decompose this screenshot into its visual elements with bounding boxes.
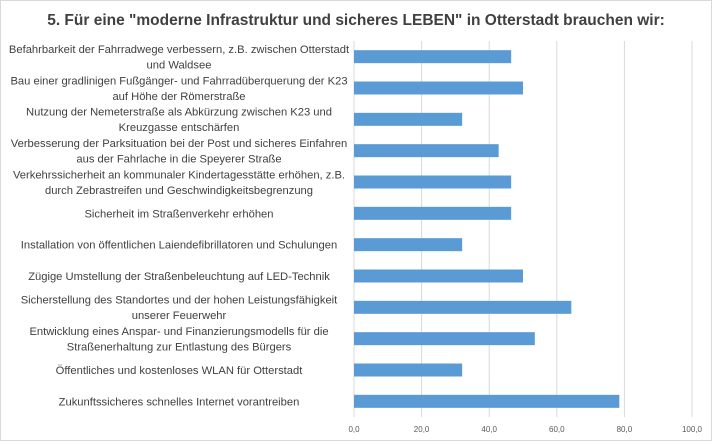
category-label: aus der Fahrlache in die Speyerer Straße <box>76 153 281 165</box>
category-label: Entwicklung eines Anspar- und Finanzieru… <box>29 326 328 338</box>
category-label: Nutzung der Nemeterstraße als Abkürzung … <box>26 107 332 119</box>
bar <box>354 206 512 220</box>
bar <box>354 238 463 252</box>
category-label: Befahrbarkeit der Fahrradwege verbessern… <box>9 44 350 56</box>
category-label: Straßenerhaltung zur Entlastung des Bürg… <box>67 341 292 353</box>
category-label: und Waldsee <box>147 59 212 71</box>
x-tick-label: 20,0 <box>414 425 430 434</box>
x-tick-label: 60,0 <box>549 425 565 434</box>
category-label: Verbesserung der Parksituation bei der P… <box>11 138 347 150</box>
bar <box>354 332 535 346</box>
category-label: auf Höhe der Römerstraße <box>112 91 245 103</box>
x-tick-labels: 0,0 20,0 40,0 60,0 80,0 100,0 <box>348 425 702 434</box>
x-tick-label: 100,0 <box>682 425 703 434</box>
category-label: durch Zebrastreifen und Geschwindigkeits… <box>45 185 313 197</box>
category-label: Sicherstellung des Standortes und der ho… <box>21 295 338 307</box>
category-label: unserer Feuerwehr <box>132 310 227 322</box>
bar <box>354 269 523 283</box>
category-label: Zügige Umstellung der Straßenbeleuchtung… <box>28 271 330 283</box>
bar <box>354 300 572 314</box>
bar <box>354 175 512 189</box>
bar <box>354 112 463 126</box>
category-label: Sicherheit im Straßenverkehr erhöhen <box>84 208 273 220</box>
chart-title: 5. Für eine "moderne Infrastruktur und s… <box>47 12 665 29</box>
bar <box>354 363 463 377</box>
category-label: Kreuzgasse entschärfen <box>119 122 240 134</box>
category-label: Verkehrssicherheit an kommunaler Kindert… <box>13 169 345 181</box>
bar <box>354 81 523 95</box>
category-label: Bau einer gradlinigen Fußgänger- und Fah… <box>10 75 347 87</box>
category-label: Zukunftssicheres schnelles Internet vora… <box>59 396 300 408</box>
bars <box>354 50 620 408</box>
x-tick-label: 80,0 <box>617 425 633 434</box>
bar <box>354 394 620 408</box>
category-label: Installation von öffentlichen Laiendefib… <box>21 240 337 252</box>
category-labels: Befahrbarkeit der Fahrradwege verbessern… <box>9 44 350 408</box>
bar <box>354 50 512 64</box>
bar <box>354 144 499 158</box>
category-label: Öffentliches und kostenloses WLAN für Ot… <box>56 365 304 377</box>
gridlines <box>353 41 693 417</box>
x-tick-label: 40,0 <box>481 425 497 434</box>
x-tick-label: 0,0 <box>348 425 360 434</box>
